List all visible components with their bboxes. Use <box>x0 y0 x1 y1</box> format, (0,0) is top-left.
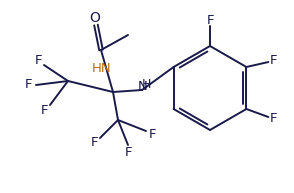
Text: HN: HN <box>92 63 112 75</box>
Text: F: F <box>25 79 33 91</box>
Text: O: O <box>90 11 101 25</box>
Text: F: F <box>269 112 277 125</box>
Text: F: F <box>270 54 277 67</box>
Text: F: F <box>124 146 132 158</box>
Text: F: F <box>35 54 43 68</box>
Text: F: F <box>148 128 156 141</box>
Text: H: H <box>141 78 151 91</box>
Text: F: F <box>41 103 49 117</box>
Text: N: N <box>138 80 148 93</box>
Text: F: F <box>91 136 99 150</box>
Text: F: F <box>206 14 214 27</box>
